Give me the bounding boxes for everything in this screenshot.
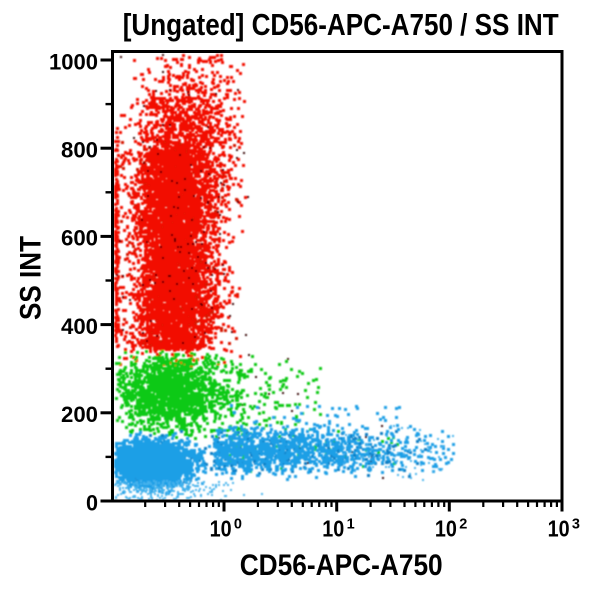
svg-text:10: 10 (548, 516, 570, 542)
svg-text:10: 10 (322, 516, 344, 542)
svg-text:0: 0 (234, 517, 242, 533)
svg-text:[Ungated] CD56-APC-A750 / SS I: [Ungated] CD56-APC-A750 / SS INT (123, 7, 559, 42)
svg-text:2: 2 (459, 517, 467, 533)
svg-text:10: 10 (210, 516, 232, 542)
svg-text:SS INT: SS INT (15, 236, 48, 320)
svg-text:400: 400 (61, 314, 98, 339)
svg-text:3: 3 (572, 517, 580, 533)
svg-text:1000: 1000 (49, 49, 98, 74)
svg-text:0: 0 (86, 490, 98, 515)
svg-text:600: 600 (61, 226, 98, 251)
svg-text:CD56-APC-A750: CD56-APC-A750 (240, 549, 443, 582)
svg-text:1: 1 (347, 517, 355, 533)
svg-text:800: 800 (61, 138, 98, 163)
svg-text:200: 200 (61, 402, 98, 427)
svg-text:10: 10 (435, 516, 457, 542)
